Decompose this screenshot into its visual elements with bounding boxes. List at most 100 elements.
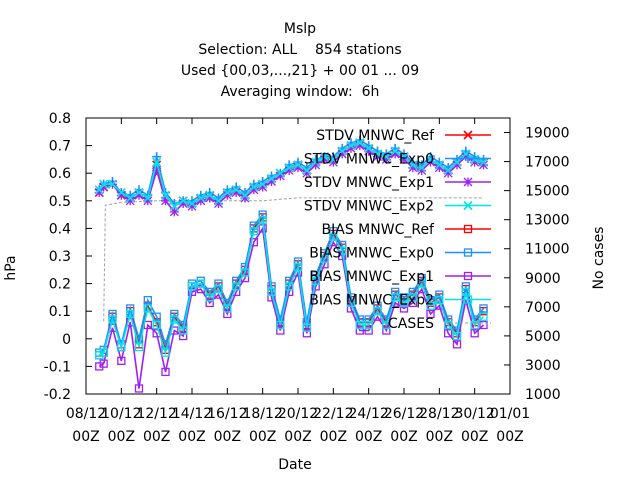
legend: STDV MNWC_Ref STDV MNWC_Exp0 STDV MNWC_Exp…: [304, 128, 491, 332]
data-point: [161, 348, 170, 357]
x-tick-label: 12/12: [136, 406, 176, 422]
data-point: [346, 143, 356, 153]
data-point: [382, 326, 391, 335]
series-stdv-mnwc-exp2: [94, 138, 489, 211]
data-point: [470, 320, 479, 330]
data-point: [205, 298, 214, 308]
x-tick-label-hour: 00Z: [426, 429, 453, 445]
x-tick-label-hour: 00Z: [143, 429, 170, 445]
data-point: [214, 284, 223, 294]
chart-title-line-2: Selection: ALL 854 stations: [198, 42, 401, 58]
data-point: [134, 342, 144, 352]
data-point: [284, 163, 294, 173]
data-point: [178, 199, 188, 209]
y2-axis: 1000 3000 5000 7000 9000 11000 13000 15000 17000…: [504, 126, 570, 403]
x-tick-label: 10/12: [101, 406, 141, 422]
data-point: [258, 182, 268, 192]
data-point: [293, 262, 303, 272]
y-tick-label: 0.8: [49, 111, 71, 127]
data-point: [161, 196, 170, 206]
x-tick-label-hour: 00Z: [355, 429, 382, 445]
data-point: [399, 298, 409, 308]
x-tick-label: 24/12: [348, 406, 388, 422]
legend-label: STDV MNWC_Ref: [316, 128, 435, 144]
data-point: [355, 326, 364, 335]
data-point: [179, 331, 188, 341]
data-point: [408, 293, 417, 302]
data-point: [116, 190, 126, 200]
chart-title-line-1: Mslp: [284, 21, 316, 37]
data-point: [240, 193, 250, 203]
data-point: [426, 301, 435, 310]
data-point: [179, 326, 188, 335]
data-point: [231, 185, 241, 195]
data-point: [373, 152, 382, 162]
data-point: [258, 215, 267, 225]
data-point: [355, 138, 365, 148]
legend-marker: [463, 177, 473, 187]
data-point: [470, 329, 479, 338]
data-point: [214, 290, 223, 299]
x-tick-label-hour: 00Z: [320, 429, 347, 445]
legend-label: CASES: [388, 316, 434, 332]
data-point: [205, 193, 215, 203]
data-point: [382, 320, 391, 330]
data-point: [426, 157, 435, 167]
data-point: [328, 157, 338, 167]
data-point: [169, 207, 179, 217]
series-line: [98, 218, 485, 357]
y-tick-label: 0: [62, 332, 71, 348]
data-point: [117, 356, 126, 366]
data-point: [95, 351, 104, 360]
data-point: [222, 190, 232, 200]
data-point: [99, 179, 109, 189]
data-point: [108, 315, 117, 324]
y2-tick-label: 5000: [525, 329, 561, 345]
series-line: [103, 197, 484, 322]
data-point: [161, 367, 170, 377]
data-point: [355, 141, 365, 151]
data-point: [311, 276, 320, 285]
data-point: [381, 154, 391, 164]
x-tick-label: 14/12: [172, 406, 212, 422]
data-point: [134, 187, 144, 198]
data-point: [443, 165, 453, 176]
data-point: [399, 152, 409, 162]
x-tick-label-hour: 00Z: [284, 429, 311, 445]
x-tick-label-hour: 00Z: [178, 429, 205, 445]
data-point: [125, 196, 135, 206]
legend-label: BIAS MNWC_Exp0: [309, 246, 434, 262]
data-point: [95, 362, 104, 371]
data-point: [338, 246, 347, 255]
data-point: [187, 198, 197, 209]
x-axis-label: Date: [278, 457, 311, 473]
legend-marker: [463, 224, 473, 234]
data-point: [152, 165, 162, 175]
chart-title: Mslp Selection: ALL 854 stations Used {0…: [181, 21, 419, 100]
data-point: [94, 188, 104, 198]
data-point: [134, 190, 144, 200]
data-point: [293, 163, 303, 173]
data-point: [408, 163, 418, 173]
chart-title-line-3: Used {00,03,...,21} + 00 01 ... 09: [181, 63, 419, 79]
data-point: [364, 326, 373, 335]
legend-label: BIAS MNWC_Exp2: [309, 293, 434, 309]
legend-label: STDV MNWC_Exp2: [304, 199, 434, 215]
data-point: [143, 196, 153, 206]
x-tick-label: 16/12: [207, 406, 247, 422]
legend-label: BIAS MNWC_Ref: [322, 222, 436, 238]
y2-tick-label: 19000: [525, 126, 570, 142]
data-point: [134, 384, 144, 393]
legend-label: BIAS MNWC_Exp1: [309, 269, 434, 285]
data-point: [479, 160, 488, 170]
data-point: [152, 152, 162, 162]
y2-axis-label: No cases: [591, 227, 607, 290]
y-axis: -0.2 -0.1 0 0.1 0.2 0.3 0.4 0.5 0.6 0.7 0.8: [44, 111, 92, 403]
data-point: [479, 312, 488, 321]
data-point: [329, 232, 338, 241]
data-point: [276, 320, 285, 330]
data-point: [390, 149, 400, 159]
data-point: [311, 157, 321, 167]
